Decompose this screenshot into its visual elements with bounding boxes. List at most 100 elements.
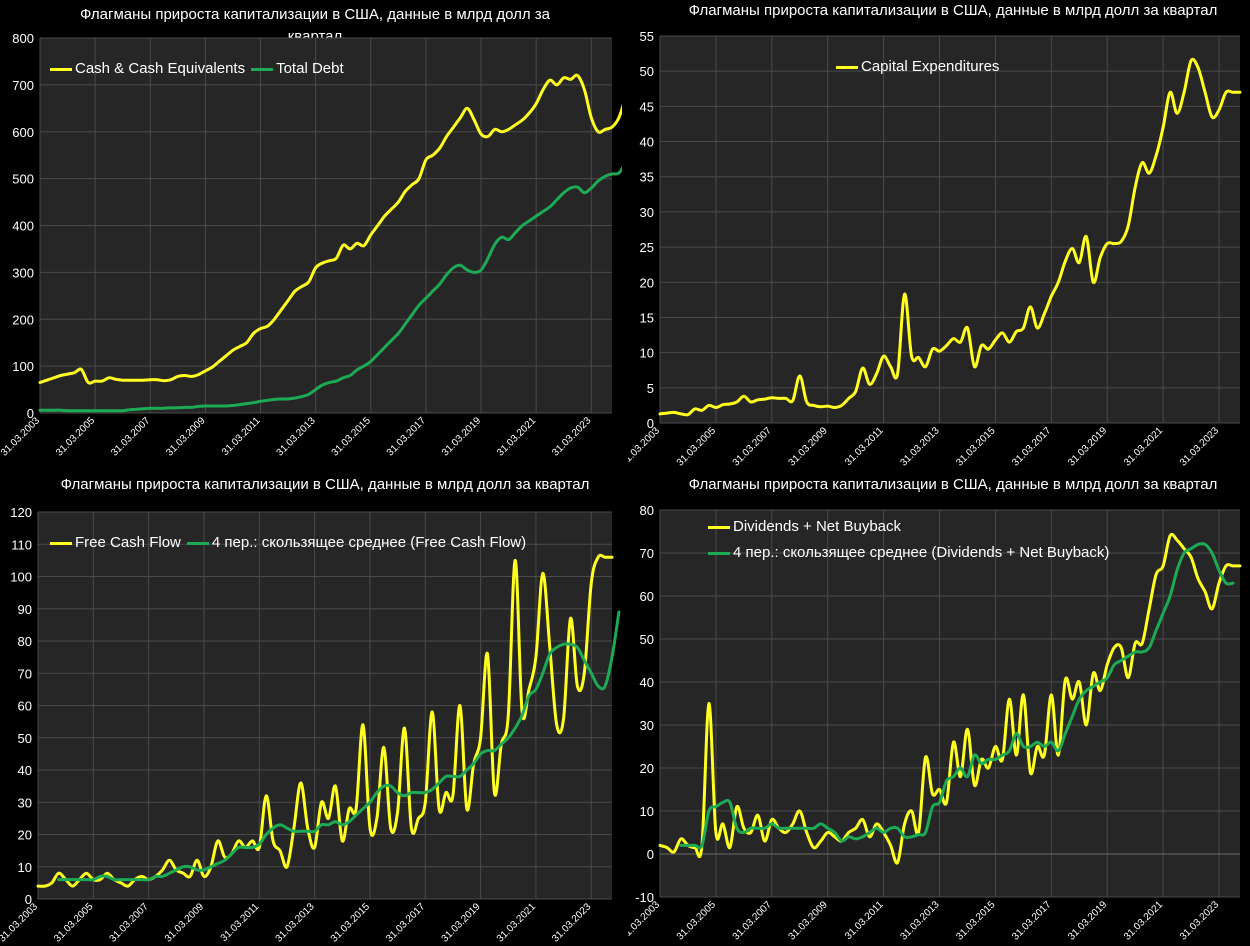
- y-tick-label: 50: [640, 632, 654, 647]
- y-tick-label: 20: [640, 761, 654, 776]
- chart-title: Флагманы прироста капитализации в США, д…: [688, 2, 1218, 19]
- legend-entry: 4 пер.: скользящее среднее (Dividends + …: [708, 540, 1222, 566]
- chart-legend: Free Cash Flow 4 пер.: скользящее средне…: [50, 530, 615, 556]
- legend-entry: Dividends + Net Buyback: [708, 514, 1222, 540]
- legend-entry: Capital Expenditures: [836, 54, 999, 80]
- y-tick-label: 80: [18, 634, 32, 649]
- y-tick-label: 700: [12, 78, 34, 93]
- chart-panel-dividends: Флагманы прироста капитализации в США, д…: [628, 474, 1250, 946]
- y-tick-label: 25: [640, 240, 654, 255]
- y-tick-label: 100: [10, 570, 32, 585]
- legend-label: 4 пер.: скользящее среднее (Dividends + …: [733, 544, 1110, 561]
- chart-plot: 0 5 10 15 20 25 30 35 40 45 50 55 31.03.2003 31.03.20…: [628, 29, 1242, 469]
- y-tick-label: -10: [635, 890, 654, 905]
- plot-area: [660, 510, 1240, 897]
- y-tick-label: 110: [11, 537, 32, 552]
- legend-label: 4 пер.: скользящее среднее (Free Cash Fl…: [211, 534, 527, 551]
- series-line-1: [36, 553, 614, 888]
- y-tick-label: 5: [647, 381, 654, 396]
- y-tick-label: 200: [12, 312, 34, 327]
- y-tick-label: 90: [18, 602, 32, 617]
- x-tick-label: 31.03.2013: [898, 425, 941, 468]
- legend-swatch: [50, 67, 72, 71]
- x-tick-label: 31.03.2013: [898, 899, 941, 942]
- x-tick-label: 31.03.2005: [54, 415, 97, 458]
- y-tick-label: 0: [27, 406, 34, 421]
- legend-swatch: [708, 525, 730, 529]
- x-tick-label: 31.03.2009: [787, 425, 830, 468]
- series-line-2: [57, 610, 621, 882]
- x-tick-label: 31.03.2011: [219, 901, 262, 944]
- legend-entry: Cash & Cash Equivalents: [50, 56, 245, 82]
- y-tick-label: 400: [12, 219, 34, 234]
- legend-swatch: [186, 541, 209, 545]
- chart-title: Флагманы прироста капитализации в США, д…: [688, 476, 1218, 493]
- chart-plot: 0 10 20 30 40 50 60 70 80 90 100 110 120 31.03.2003 31…: [0, 505, 621, 945]
- y-tick-label: 20: [18, 828, 32, 843]
- x-tick-label: 31.03.2023: [550, 901, 593, 944]
- chart-panel-capex: Флагманы прироста капитализации в США, д…: [628, 0, 1250, 472]
- chart-panel-fcf: Флагманы прироста капитализации в США, д…: [0, 474, 622, 946]
- y-tick-label: 60: [18, 699, 32, 714]
- legend-entry: Total Debt: [251, 56, 344, 82]
- legend-swatch: [50, 541, 72, 545]
- y-tick-label: 45: [640, 99, 654, 114]
- x-tick-label: 31.03.2019: [1066, 899, 1109, 942]
- legend-entry: Free Cash Flow: [50, 530, 181, 556]
- x-tick-label: 31.03.2017: [385, 415, 428, 458]
- chart-panel-cash-debt: Флагманы прироста капитализации в США, д…: [0, 0, 622, 472]
- legend-label: Total Debt: [276, 60, 344, 77]
- x-tick-label: 31.03.2013: [275, 415, 318, 458]
- y-tick-label: 120: [10, 505, 32, 520]
- x-tick-label: 31.03.2009: [787, 899, 830, 942]
- legend-entry: 4 пер.: скользящее среднее (Free Cash Fl…: [186, 530, 527, 556]
- y-tick-label: 50: [18, 731, 32, 746]
- x-tick-label: 31.03.2017: [1010, 425, 1053, 468]
- y-tick-label: 35: [640, 170, 654, 185]
- legend-label: Cash & Cash Equivalents: [75, 60, 246, 77]
- chart-plot: 0 100 200 300 400 500 600 700 800 31.03.2003 31.03…: [0, 31, 622, 459]
- series-line-1: [658, 532, 1242, 865]
- x-tick-label: 31.03.2015: [954, 425, 997, 468]
- y-tick-label: 70: [18, 666, 32, 681]
- x-tick-label: 31.03.2015: [954, 899, 997, 942]
- y-tick-label: 20: [640, 275, 654, 290]
- chart-plot: -10 0 10 20 30 40 50 60 70 80 31.03.2003 31.03.2005…: [628, 503, 1242, 943]
- chart-legend: Capital Expenditures: [836, 54, 1216, 80]
- legend-swatch: [251, 67, 274, 71]
- y-tick-label: 15: [640, 310, 654, 325]
- legend-label: Free Cash Flow: [75, 534, 181, 551]
- y-tick-label: 50: [640, 64, 654, 79]
- series-line-2: [679, 542, 1235, 850]
- y-tick-label: 80: [640, 503, 654, 518]
- series-line-1: [38, 73, 622, 385]
- x-tick-label: 31.03.2019: [440, 901, 483, 944]
- series-line-1: [658, 57, 1242, 417]
- x-tick-label: 31.03.2023: [1178, 899, 1221, 942]
- x-tick-label: 31.03.2003: [628, 899, 662, 942]
- x-tick-label: 31.03.2011: [843, 425, 886, 468]
- y-tick-label: 40: [640, 135, 654, 150]
- legend-label: Dividends + Net Buyback: [733, 518, 902, 535]
- y-tick-label: 600: [12, 125, 34, 140]
- y-tick-label: 100: [12, 359, 34, 374]
- x-tick-label: 31.03.2007: [731, 899, 774, 942]
- y-tick-label: 500: [12, 172, 34, 187]
- legend-swatch: [708, 551, 730, 555]
- y-tick-label: 10: [640, 346, 654, 361]
- x-tick-label: 31.03.2007: [108, 901, 151, 944]
- legend-label: Capital Expenditures: [861, 58, 1000, 75]
- x-tick-label: 31.03.2021: [495, 901, 538, 944]
- x-tick-label: 31.03.2021: [1122, 425, 1165, 468]
- y-tick-label: 0: [647, 847, 654, 862]
- x-tick-label: 31.03.2003: [0, 901, 40, 944]
- chart-legend: Cash & Cash Equivalents Total Debt: [50, 56, 610, 82]
- x-tick-label: 31.03.2005: [52, 901, 95, 944]
- series-line-2: [38, 165, 622, 413]
- plot-area: [660, 36, 1240, 423]
- x-tick-label: 31.03.2011: [843, 899, 886, 942]
- x-tick-label: 31.03.2021: [495, 415, 538, 458]
- y-tick-label: 30: [18, 795, 32, 810]
- x-tick-label: 31.03.2021: [1122, 899, 1165, 942]
- y-tick-label: 800: [12, 31, 34, 46]
